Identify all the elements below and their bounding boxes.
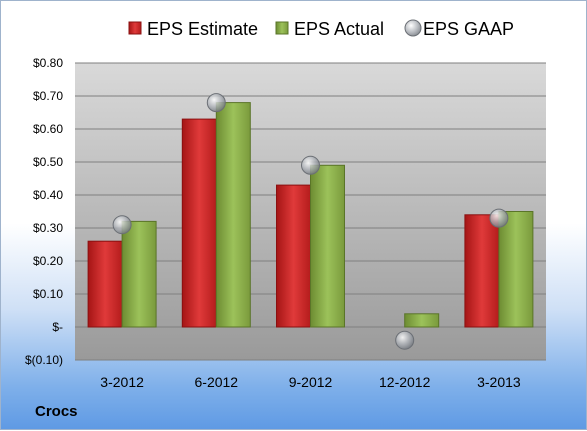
legend-label: EPS GAAP xyxy=(423,19,514,39)
legend-label: EPS Estimate xyxy=(147,19,258,39)
y-tick-label: $0.20 xyxy=(33,254,63,268)
y-tick-label: $0.80 xyxy=(33,56,63,70)
eps-actual-bar xyxy=(215,102,251,328)
eps-gaap-marker xyxy=(206,93,226,113)
company-label: Crocs xyxy=(35,403,78,420)
eps-actual-bar xyxy=(498,211,534,328)
y-tick-label: $0.40 xyxy=(33,188,63,202)
eps-estimate-bar xyxy=(181,118,217,328)
x-category-label: 9-2012 xyxy=(289,374,333,390)
y-tick-label: $0.10 xyxy=(33,287,63,301)
eps-gaap-marker xyxy=(395,330,415,350)
eps-gaap-marker xyxy=(301,155,320,175)
eps-estimate-bar xyxy=(87,240,123,328)
y-tick-label: $(0.10) xyxy=(25,353,63,367)
eps-actual-bar xyxy=(404,313,440,328)
y-tick-label: $0.30 xyxy=(33,221,63,235)
legend-swatch-eps-actual xyxy=(275,21,289,35)
x-category-label: 3-2012 xyxy=(100,374,144,390)
eps-gaap-marker xyxy=(489,208,509,228)
legend-swatch-eps-estimate xyxy=(128,21,142,35)
y-tick-label: $0.50 xyxy=(33,155,63,169)
legend-marker-eps-gaap xyxy=(404,19,422,37)
eps-actual-bar xyxy=(121,220,157,328)
eps-estimate-bar xyxy=(276,184,311,328)
legend-label: EPS Actual xyxy=(294,19,384,39)
eps-estimate-bar xyxy=(464,214,500,328)
x-category-label: 3-2013 xyxy=(477,374,521,390)
x-category-label: 6-2012 xyxy=(195,374,239,390)
eps-gaap-marker xyxy=(112,215,132,235)
y-tick-label: $0.70 xyxy=(33,89,63,103)
y-tick-label: $0.60 xyxy=(33,122,63,136)
y-tick-label: $- xyxy=(52,320,63,334)
eps-actual-bar xyxy=(310,164,345,328)
x-category-label: 12-2012 xyxy=(379,374,431,390)
